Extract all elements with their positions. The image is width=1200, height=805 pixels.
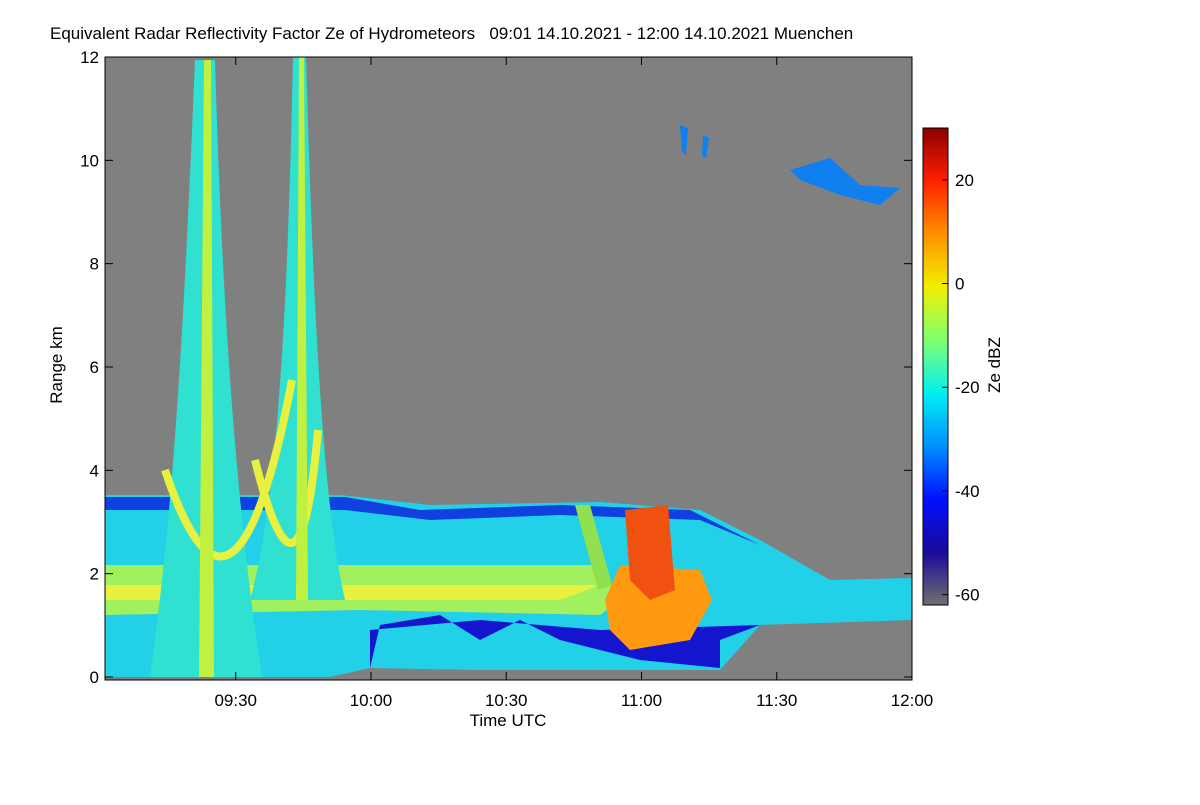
x-axis-label: Time UTC <box>470 711 547 730</box>
y-tick-label: 4 <box>90 461 99 480</box>
echo-speck <box>790 158 900 205</box>
colorbar-label: Ze dBZ <box>985 337 1004 393</box>
chart-title: Equivalent Radar Reflectivity Factor Ze … <box>50 24 853 43</box>
y-tick-label: 10 <box>80 151 99 170</box>
x-tick-label: 11:00 <box>621 691 662 710</box>
y-axis-label: Range km <box>47 326 66 403</box>
colorbar-tick-label: -20 <box>955 378 980 397</box>
y-tick-label: 2 <box>90 565 99 584</box>
y-tick-label: 6 <box>90 358 99 377</box>
echo-cell <box>575 505 612 590</box>
echo-cell <box>605 565 712 650</box>
fall-streak-core <box>296 57 308 600</box>
y-tick-label: 8 <box>90 255 99 274</box>
x-tick-label: 10:30 <box>485 691 528 710</box>
colorbar-tick-label: -40 <box>955 482 980 501</box>
colorbar <box>922 127 949 606</box>
x-tick-label: 11:30 <box>756 691 797 710</box>
y-tick-label: 0 <box>90 668 99 687</box>
fall-streak-core <box>161 379 322 561</box>
colorbar-tick-label: 20 <box>955 171 974 190</box>
fall-streak-core <box>199 60 214 677</box>
x-tick-label: 09:30 <box>214 691 257 710</box>
echo-cell <box>625 505 675 600</box>
plot-frame <box>104 56 913 681</box>
colorbar-tick-label: -60 <box>955 586 980 605</box>
x-tick-label: 10:00 <box>350 691 393 710</box>
echo-speck <box>680 125 709 158</box>
radar-field <box>105 57 912 677</box>
x-tick-label: 12:00 <box>891 691 934 710</box>
colorbar-tick-label: 0 <box>955 275 964 294</box>
y-tick-label: 12 <box>80 48 99 67</box>
